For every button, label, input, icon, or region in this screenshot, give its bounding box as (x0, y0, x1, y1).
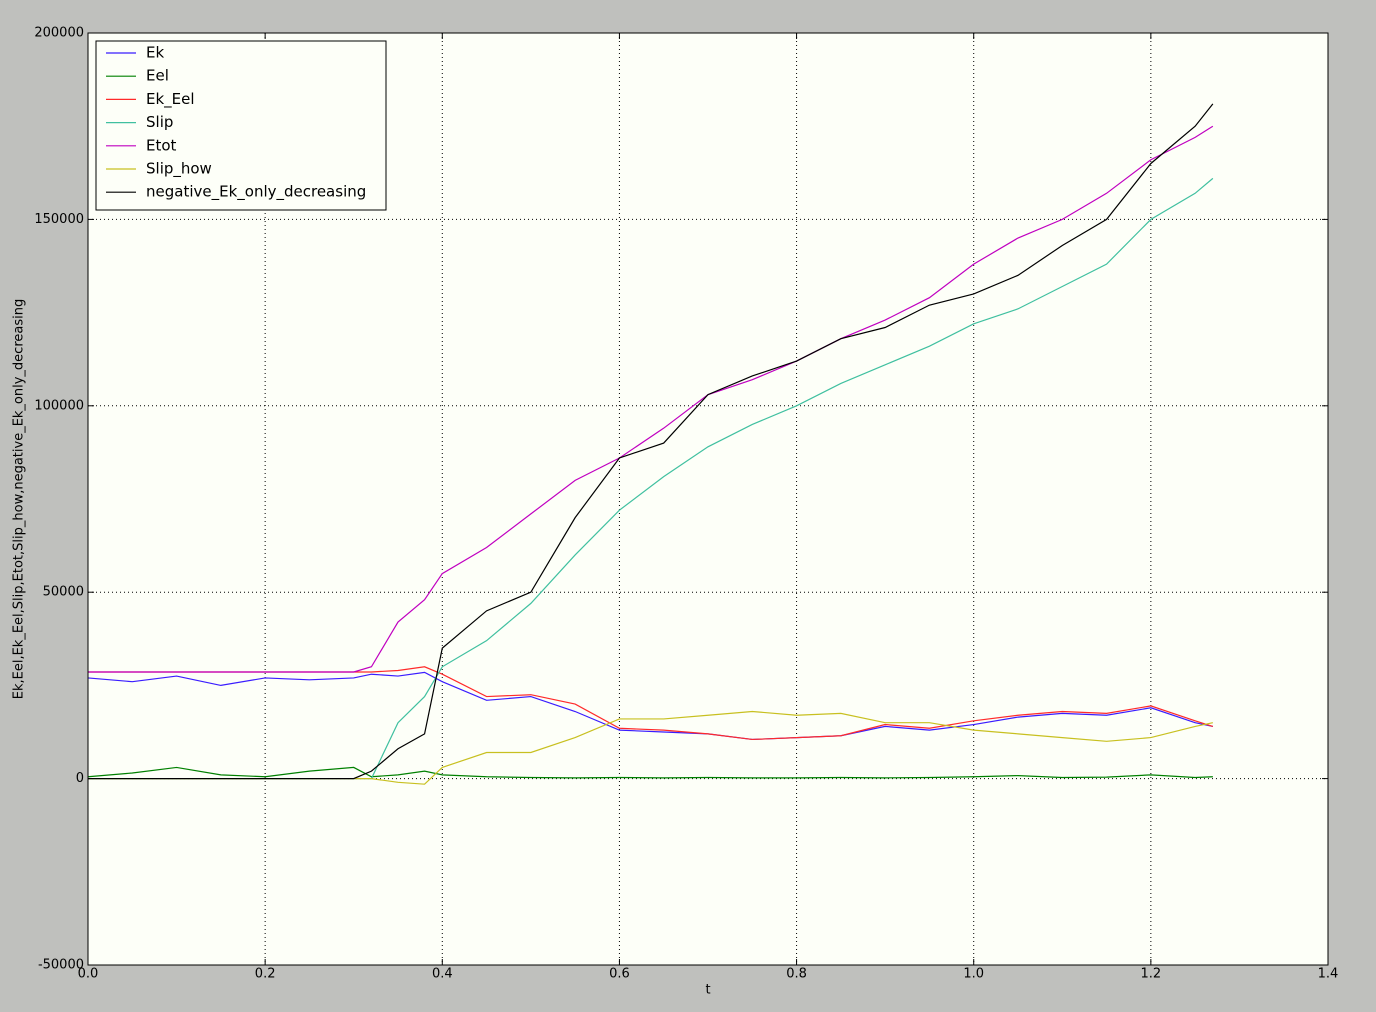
legend-label: Slip_how (146, 160, 212, 179)
x-tick-label: 1.4 (1318, 967, 1339, 982)
series-line (87, 766, 1213, 779)
x-axis-label: t (705, 983, 710, 998)
y-tick-label: 200000 (34, 26, 84, 41)
x-tick-label: 0.8 (786, 967, 807, 982)
y-tick-label: 150000 (34, 212, 84, 227)
legend-label: Eel (146, 67, 169, 85)
y-tick-label: -50000 (38, 958, 84, 973)
x-tick-label: 0.6 (609, 967, 630, 982)
legend-label: Slip (146, 113, 173, 131)
plot-frame (87, 32, 1329, 966)
x-tick-label: 1.0 (963, 967, 984, 982)
y-tick-label: 0 (76, 771, 84, 786)
x-tick-label: 0.0 (78, 967, 99, 982)
y-tick-label: 50000 (43, 585, 84, 600)
x-tick-label: 0.4 (432, 967, 453, 982)
legend-label: negative_Ek_only_decreasing (146, 183, 366, 202)
series-line (88, 103, 1214, 780)
x-tick-label: 0.2 (255, 967, 276, 982)
legend-label: Etot (146, 136, 177, 154)
y-tick-label: 100000 (34, 398, 84, 413)
series-line (87, 671, 1213, 741)
x-tick-label: 1.2 (1141, 967, 1162, 982)
legend-box (95, 40, 387, 211)
legend-label: Ek (146, 44, 164, 62)
y-axis-label: Ek,Eel,Ek_Eel,Slip,Etot,Slip_how,negativ… (12, 299, 27, 699)
legend-label: Ek_Eel (146, 90, 195, 109)
